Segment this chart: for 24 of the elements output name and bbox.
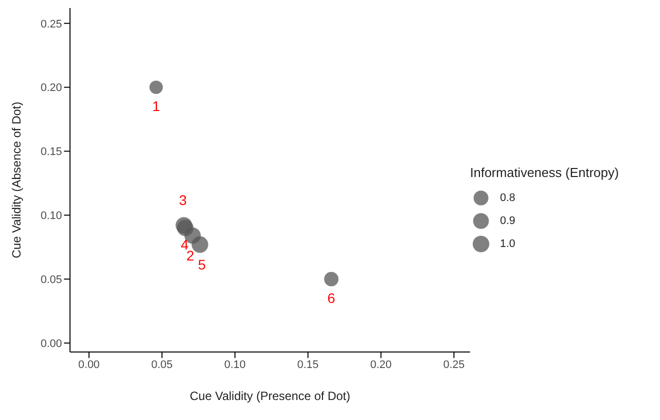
y-tick-label: 0.10 <box>40 210 62 222</box>
annotation: 1 <box>152 98 160 114</box>
x-tick-label: 0.05 <box>151 358 173 371</box>
x-tick-label: 0.15 <box>297 358 319 371</box>
y-tick-label: 0.00 <box>40 338 62 350</box>
x-tick-label: 0.10 <box>224 358 246 371</box>
y-tick-label: 0.15 <box>40 146 62 158</box>
y-tick-label: 0.05 <box>40 274 62 286</box>
x-axis-title: Cue Validity (Presence of Dot) <box>190 389 350 403</box>
legend-title: Informativeness (Entropy) <box>470 165 620 180</box>
annotation: 2 <box>186 248 194 264</box>
annotation: 6 <box>327 290 336 306</box>
x-tick-label: 0.20 <box>370 358 392 371</box>
x-tick-label: 0.00 <box>78 358 100 371</box>
legend-label: 0.9 <box>500 214 516 226</box>
y-axis-title: Cue Validity (Absence of Dot) <box>9 102 24 258</box>
annotation: 3 <box>178 192 187 208</box>
y-tick-label: 0.25 <box>40 18 62 30</box>
legend-label: 1.0 <box>500 238 516 250</box>
annotation: 4 <box>180 236 189 252</box>
y-tick-label: 0.20 <box>40 82 62 94</box>
annotation: 5 <box>198 256 206 272</box>
x-tick-label: 0.25 <box>443 358 465 371</box>
legend-label: 0.8 <box>500 192 516 204</box>
